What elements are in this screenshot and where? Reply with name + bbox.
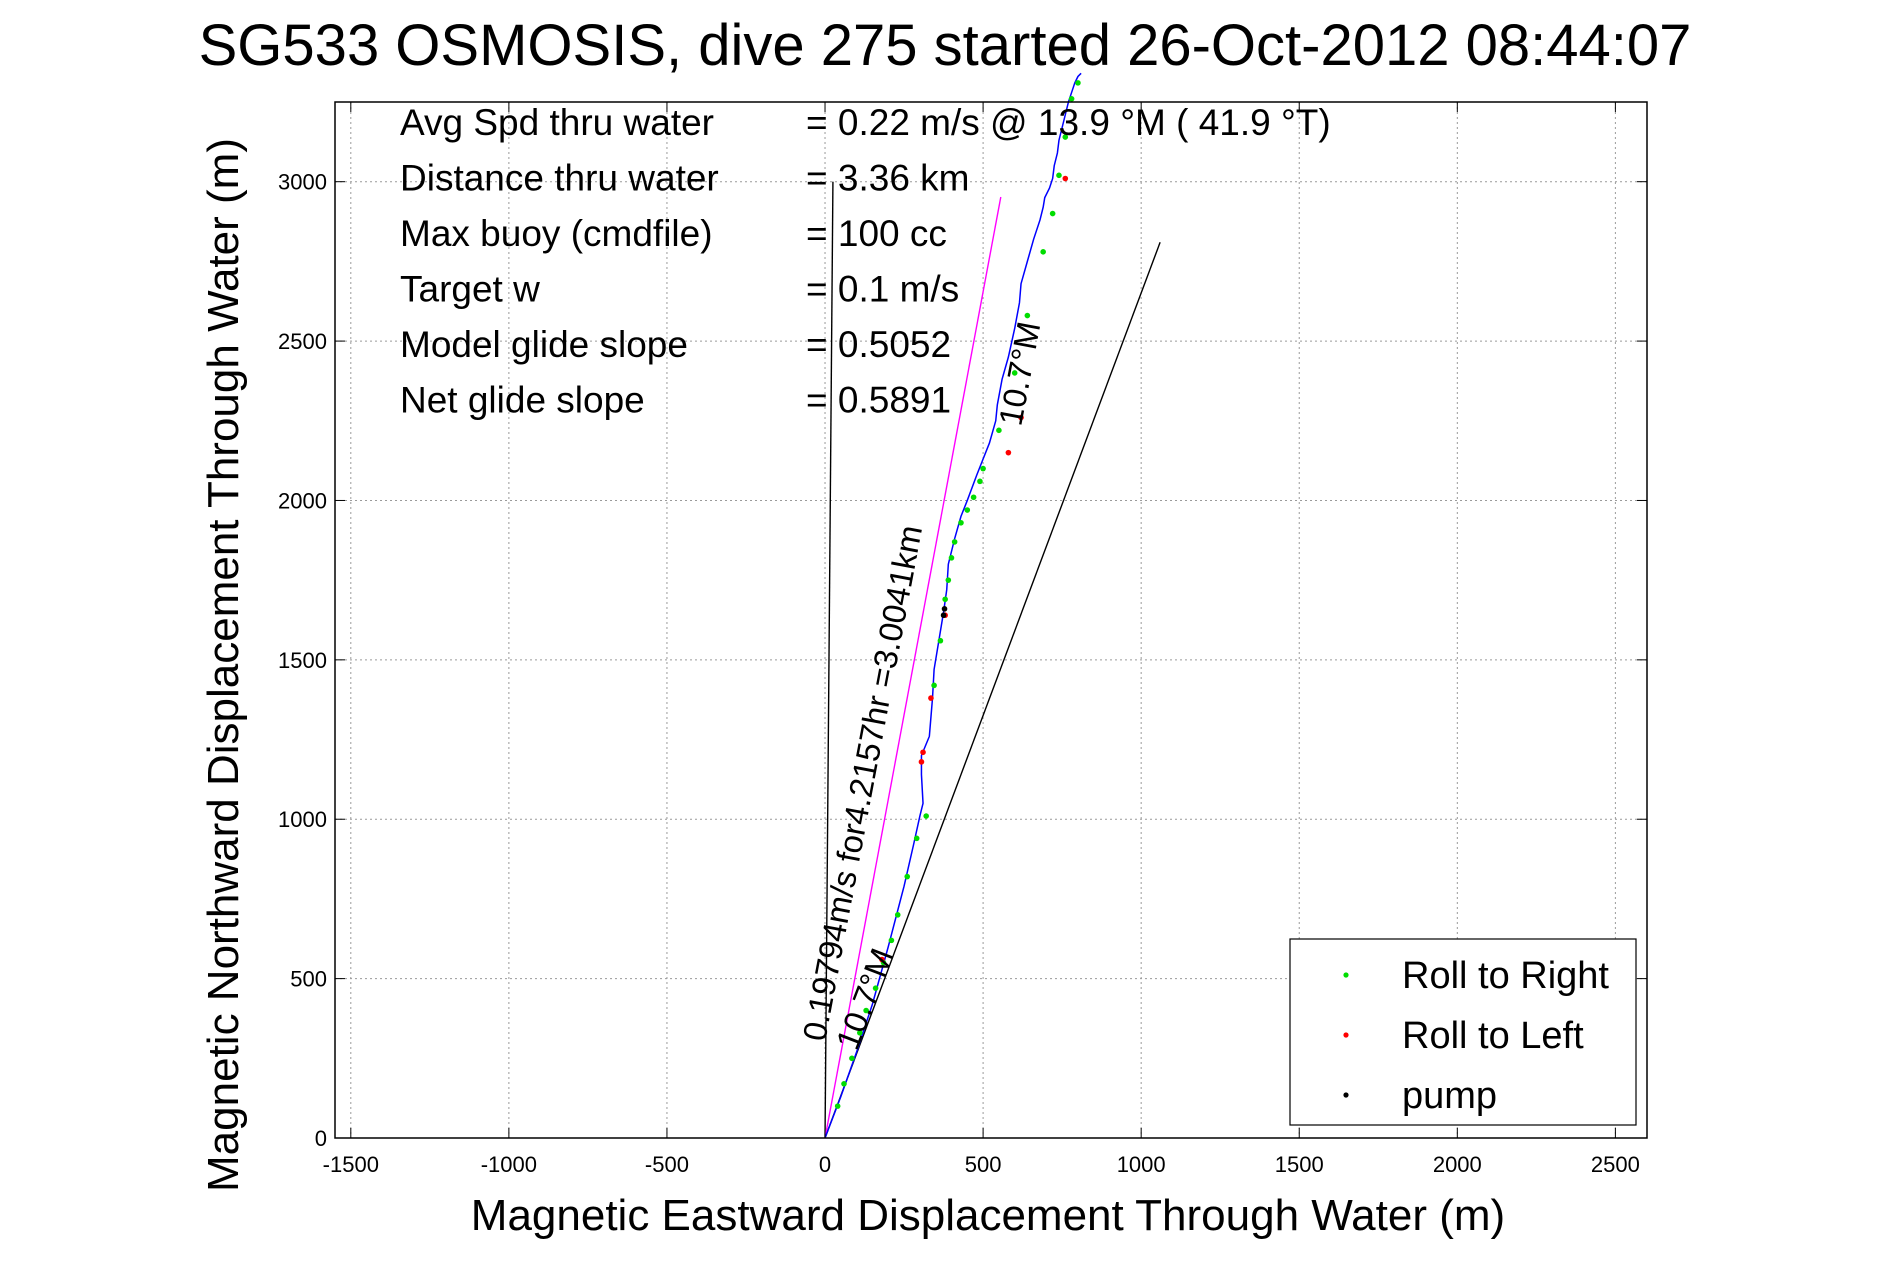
- avg-speed-vector-line: [824, 196, 1002, 1139]
- y-axis-label: Magnetic Northward Displacement Through …: [199, 138, 248, 1192]
- roll-to-left-point: [879, 956, 885, 963]
- info-label: Distance thru water: [400, 158, 719, 199]
- roll-to-right-point: [996, 427, 1002, 434]
- roll-to-right-point: [942, 596, 948, 603]
- info-value: = 0.5891: [806, 380, 951, 421]
- roll-to-right-point: [980, 465, 986, 472]
- x-tick-label: -1000: [481, 1152, 537, 1177]
- roll-to-right-point: [923, 813, 929, 819]
- roll-to-right-point: [857, 1030, 863, 1036]
- roll-to-right-point: [1056, 172, 1062, 179]
- info-label: Avg Spd thru water: [400, 102, 714, 143]
- x-tick-label: 1000: [1117, 1152, 1166, 1177]
- roll-to-right-point: [1024, 312, 1031, 319]
- info-value: = 0.22 m/s @ 13.9 °M ( 41.9 °T): [806, 102, 1331, 143]
- legend: Roll to Right Roll to Left pump: [1289, 938, 1637, 1126]
- x-tick-label: -1500: [323, 1152, 379, 1177]
- chart-title: SG533 OSMOSIS, dive 275 started 26-Oct-2…: [199, 13, 1692, 78]
- roll-to-right-point: [945, 577, 952, 583]
- roll-to-left-point: [920, 749, 926, 756]
- info-value: = 0.5052: [806, 324, 951, 365]
- legend-label: Roll to Right: [1402, 955, 1609, 997]
- info-label: Net glide slope: [400, 380, 645, 421]
- info-block: Avg Spd thru water = 0.22 m/s @ 13.9 °M (…: [400, 102, 1331, 421]
- roll-to-right-point: [834, 1103, 841, 1109]
- roll-to-right-point: [964, 507, 971, 513]
- x-tick-label: 2500: [1591, 1152, 1640, 1177]
- info-value: = 100 cc: [806, 213, 947, 254]
- x-tick-label: 2000: [1433, 1152, 1482, 1177]
- roll-to-left-point: [1018, 414, 1024, 421]
- roll-to-right-point: [1062, 134, 1069, 140]
- roll-to-right-point: [1011, 370, 1018, 376]
- roll-to-right-point: [1068, 96, 1075, 102]
- track-line: [824, 72, 1082, 1139]
- tick-labels: -1500 -1000 -500 0 500 1000 1500 2000 2500 0 500 10…: [278, 170, 1640, 1177]
- roll-to-right-point: [841, 1081, 847, 1087]
- plot-frame: [334, 101, 1648, 1139]
- roll-to-left-point: [918, 759, 925, 765]
- info-label: Target w: [400, 269, 540, 310]
- legend-marker: [1343, 1092, 1349, 1098]
- pump-point: [941, 606, 948, 612]
- roll-to-left-point: [1062, 175, 1069, 182]
- x-tick-label: 0: [819, 1152, 831, 1177]
- roll-to-right-point: [1049, 210, 1056, 217]
- info-value: = 0.1 m/s: [806, 269, 959, 310]
- roll-to-right-point: [948, 555, 955, 561]
- x-tick-label: -500: [645, 1152, 689, 1177]
- y-tick-label: 2500: [278, 329, 327, 354]
- heading-ref-line: [824, 242, 1161, 1139]
- axes-frame: [334, 101, 1648, 1139]
- roll-to-right-point: [849, 1055, 855, 1062]
- roll-to-right-point: [970, 494, 977, 501]
- legend-label: Roll to Left: [1402, 1015, 1584, 1057]
- reference-lines: [824, 181, 1161, 1139]
- roll-to-right-point: [1075, 80, 1081, 86]
- roll-to-right-point: [872, 985, 879, 991]
- roll-to-right-point: [937, 637, 944, 644]
- roll-to-right-point: [951, 539, 958, 545]
- pump-point: [940, 612, 947, 619]
- info-value: = 3.36 km: [806, 158, 970, 199]
- y-tick-label: 1500: [278, 648, 327, 673]
- x-tick-label: 1500: [1275, 1152, 1324, 1177]
- legend-marker: [1343, 972, 1349, 978]
- y-tick-label: 2000: [278, 488, 327, 513]
- x-tick-label: 500: [965, 1152, 1002, 1177]
- legend-marker: [1343, 1032, 1349, 1038]
- y-tick-label: 500: [290, 967, 327, 992]
- data-series: [824, 72, 1082, 1139]
- roll-to-left-point: [1005, 449, 1012, 456]
- y-tick-label: 0: [315, 1126, 327, 1151]
- info-label: Model glide slope: [400, 324, 688, 365]
- y-tick-label: 1000: [278, 807, 327, 832]
- x-axis-label: Magnetic Eastward Displacement Through W…: [471, 1191, 1505, 1240]
- y-tick-label: 3000: [278, 170, 327, 195]
- roll-to-right-point: [913, 835, 920, 842]
- info-label: Max buoy (cmdfile): [400, 213, 713, 254]
- roll-to-right-point: [977, 478, 983, 485]
- roll-to-right-point: [931, 682, 937, 689]
- roll-to-right-point: [863, 1007, 869, 1014]
- roll-to-right-point: [904, 873, 911, 880]
- roll-to-right-point: [888, 937, 895, 944]
- roll-to-left-point: [928, 695, 934, 701]
- legend-label: pump: [1402, 1075, 1497, 1117]
- roll-to-right-point: [1040, 249, 1046, 255]
- roll-to-right-point: [894, 912, 901, 918]
- north-ref-line: [824, 181, 834, 1139]
- roll-to-right-point: [958, 519, 964, 526]
